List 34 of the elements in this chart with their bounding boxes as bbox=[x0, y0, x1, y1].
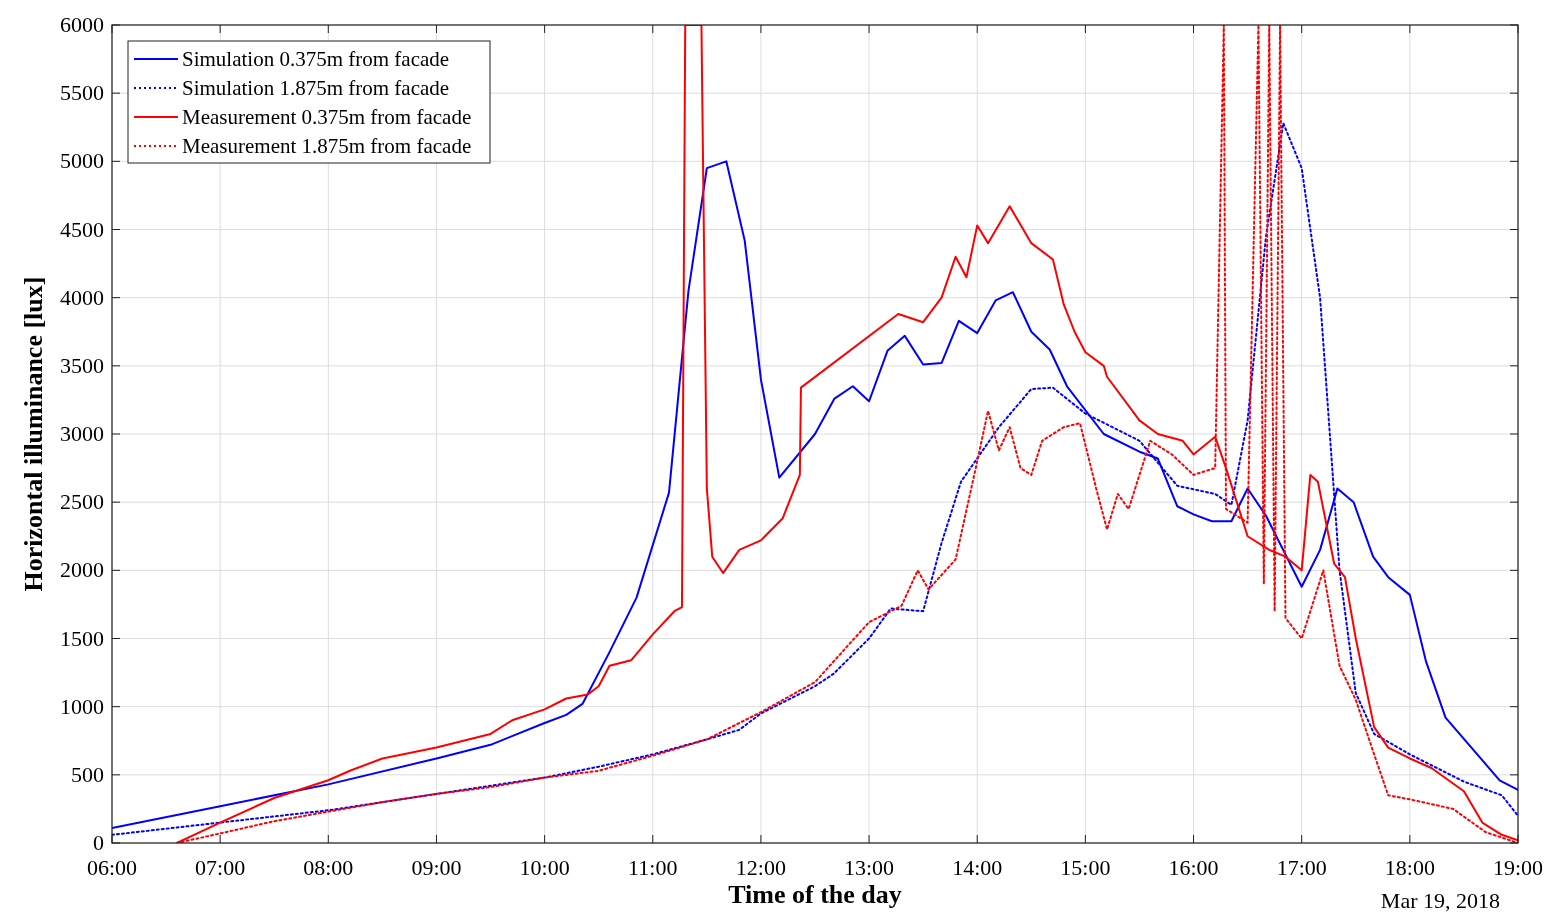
x-tick-label: 19:00 bbox=[1492, 855, 1544, 880]
x-tick-label: 11:00 bbox=[628, 855, 678, 880]
x-tick-label: 14:00 bbox=[952, 855, 1003, 880]
x-tick-label: 15:00 bbox=[1060, 855, 1111, 880]
y-tick-label: 0 bbox=[93, 830, 104, 855]
legend-label: Measurement 1.875m from facade bbox=[182, 134, 472, 158]
y-tick-label: 500 bbox=[71, 761, 104, 787]
x-tick-label: 12:00 bbox=[735, 855, 786, 880]
y-tick-label: 3500 bbox=[60, 352, 104, 378]
y-tick-label: 4500 bbox=[60, 216, 104, 242]
y-tick-label: 4000 bbox=[60, 284, 104, 310]
x-tick-label: 08:00 bbox=[303, 855, 354, 880]
y-tick-label: 5000 bbox=[60, 148, 104, 174]
x-tick-label: 10:00 bbox=[519, 855, 570, 880]
y-tick-label: 1500 bbox=[60, 625, 104, 651]
y-tick-label: 3000 bbox=[60, 421, 104, 446]
x-tick-label: 17:00 bbox=[1276, 855, 1327, 880]
legend-label: Simulation 0.375m from facade bbox=[182, 47, 450, 71]
legend-label: Simulation 1.875m from facade bbox=[182, 76, 450, 100]
x-tick-label: 18:00 bbox=[1384, 855, 1435, 880]
y-tick-label: 5500 bbox=[60, 80, 104, 106]
x-tick-label: 13:00 bbox=[844, 855, 895, 880]
x-axis-title: Time of the day bbox=[728, 880, 902, 909]
y-tick-label: 2000 bbox=[60, 557, 104, 583]
y-axis-title: Horizontal illuminance [lux] bbox=[19, 276, 48, 592]
legend-label: Measurement 0.375m from facade bbox=[182, 105, 472, 129]
x-tick-label: 07:00 bbox=[195, 855, 246, 880]
y-tick-label: 2500 bbox=[60, 489, 104, 515]
y-tick-label: 1000 bbox=[60, 693, 104, 719]
x-tick-label: 09:00 bbox=[411, 855, 462, 880]
text: Mar 19, 2018 bbox=[1380, 888, 1500, 913]
x-tick-label: 06:00 bbox=[86, 855, 138, 880]
y-tick-label: 6000 bbox=[60, 12, 104, 37]
x-tick-label: 16:00 bbox=[1168, 855, 1219, 880]
